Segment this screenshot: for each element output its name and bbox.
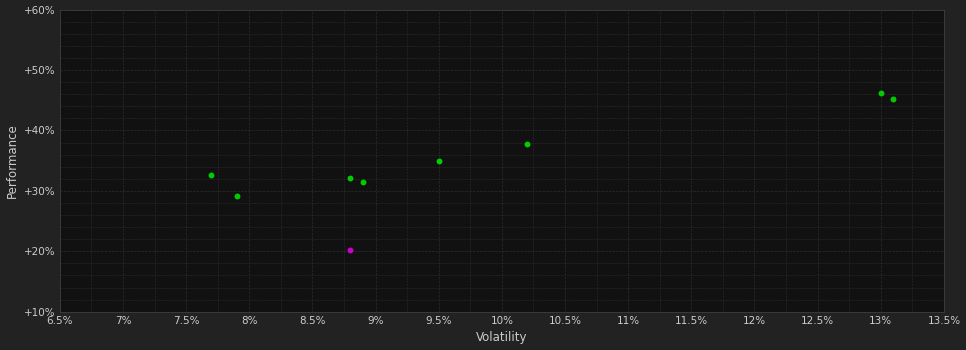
- Y-axis label: Performance: Performance: [6, 123, 18, 198]
- Point: [343, 247, 358, 253]
- Point: [343, 175, 358, 181]
- Point: [886, 96, 901, 102]
- Point: [520, 141, 535, 147]
- Point: [229, 193, 244, 198]
- Point: [204, 172, 219, 177]
- Point: [355, 180, 371, 185]
- Point: [431, 158, 446, 163]
- X-axis label: Volatility: Volatility: [476, 331, 527, 344]
- Point: [873, 90, 889, 96]
